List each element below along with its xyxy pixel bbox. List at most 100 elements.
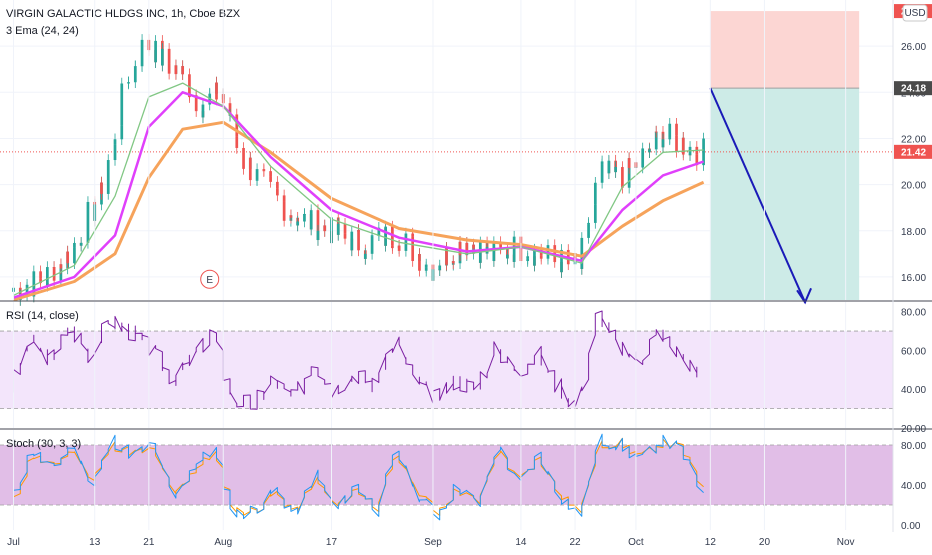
candle[interactable] [648, 143, 651, 159]
candle[interactable] [52, 261, 56, 287]
candle[interactable] [438, 259, 442, 277]
candle[interactable] [350, 225, 354, 257]
candle[interactable] [140, 34, 144, 71]
candle-body [32, 271, 36, 297]
candle[interactable] [580, 232, 584, 275]
currency-badge[interactable]: USD [902, 4, 928, 22]
candle[interactable] [391, 239, 394, 254]
x-tick-label: 13 [89, 537, 101, 548]
candle[interactable] [370, 229, 374, 242]
candle-body [641, 154, 645, 168]
candle[interactable] [681, 132, 685, 161]
candle[interactable] [282, 195, 286, 227]
candle[interactable] [269, 170, 272, 188]
earnings-marker[interactable]: E [200, 269, 220, 289]
candle-body [445, 247, 448, 265]
candle[interactable] [309, 204, 313, 236]
candle[interactable] [235, 131, 239, 154]
candle[interactable] [86, 196, 90, 216]
candle[interactable] [113, 133, 117, 151]
candle[interactable] [526, 250, 530, 265]
candle[interactable] [418, 248, 421, 277]
candle[interactable] [127, 76, 130, 89]
candle[interactable] [25, 279, 29, 294]
candle[interactable] [133, 60, 137, 73]
candle[interactable] [303, 208, 306, 220]
price-pane[interactable]: 16.0018.0020.0022.0024.0026.00E27.5224.1… [0, 4, 932, 306]
candle-body [363, 253, 367, 259]
candle-body [593, 204, 597, 223]
candle[interactable] [377, 221, 381, 241]
candle-body [235, 114, 239, 137]
candle[interactable] [32, 265, 36, 303]
candle[interactable] [506, 248, 509, 265]
candle-body [289, 215, 293, 218]
candle[interactable] [255, 163, 259, 186]
candle[interactable] [154, 35, 157, 68]
take-profit-zone[interactable] [710, 88, 860, 301]
candle[interactable] [411, 230, 415, 267]
candle[interactable] [289, 209, 293, 224]
candle[interactable] [242, 158, 245, 175]
candle[interactable] [188, 88, 191, 103]
candle[interactable] [174, 59, 178, 80]
x-tick-label: 22 [569, 537, 581, 548]
candle[interactable] [654, 125, 658, 138]
candle[interactable] [614, 161, 617, 178]
candle-body [248, 157, 252, 181]
candle[interactable] [106, 154, 110, 182]
candle[interactable] [627, 152, 631, 174]
candle[interactable] [357, 224, 360, 257]
candle[interactable] [600, 155, 604, 171]
candle[interactable] [316, 225, 320, 246]
candle[interactable] [363, 248, 367, 265]
candle[interactable] [641, 142, 645, 160]
candle[interactable] [100, 176, 103, 200]
candle[interactable] [593, 176, 597, 211]
candle[interactable] [566, 252, 570, 271]
stop-loss-zone[interactable] [710, 11, 860, 89]
candle[interactable] [120, 77, 124, 132]
candle[interactable] [194, 89, 198, 117]
candle-body [350, 231, 354, 251]
rsi-band [0, 331, 893, 409]
candle[interactable] [39, 273, 42, 289]
candle[interactable] [695, 149, 699, 171]
candle[interactable] [167, 58, 171, 80]
candle[interactable] [262, 164, 266, 177]
candle[interactable] [66, 245, 70, 270]
x-tick-label: Aug [214, 537, 232, 548]
candle[interactable] [424, 258, 428, 274]
candle[interactable] [343, 227, 347, 245]
candle[interactable] [451, 255, 455, 270]
candle[interactable] [215, 76, 218, 106]
candle[interactable] [79, 237, 83, 252]
candle[interactable] [384, 220, 387, 252]
price-tag-entry[interactable]: 24.18 [894, 81, 932, 96]
candle[interactable] [296, 215, 300, 232]
candle[interactable] [73, 237, 76, 254]
candle[interactable] [181, 60, 185, 81]
candle[interactable] [512, 230, 516, 268]
candle-body [242, 164, 245, 169]
candle[interactable] [621, 173, 624, 194]
candle[interactable] [161, 43, 164, 72]
candle[interactable] [560, 244, 563, 278]
candle[interactable] [607, 154, 611, 180]
candle[interactable] [323, 219, 327, 237]
candle[interactable] [675, 129, 678, 158]
candle[interactable] [587, 217, 590, 231]
candle[interactable] [702, 132, 705, 171]
forecast-arrow[interactable] [709, 87, 806, 303]
price-tag-last[interactable]: 21.42 [894, 144, 932, 159]
price-tick-label: 26.00 [901, 42, 926, 53]
candle-body [668, 123, 672, 138]
candle-body [424, 264, 428, 268]
candle[interactable] [661, 133, 665, 154]
candle[interactable] [248, 151, 252, 186]
candle[interactable] [276, 182, 279, 202]
candle[interactable] [201, 98, 205, 124]
candle[interactable] [668, 117, 672, 144]
candle-body [86, 209, 90, 243]
